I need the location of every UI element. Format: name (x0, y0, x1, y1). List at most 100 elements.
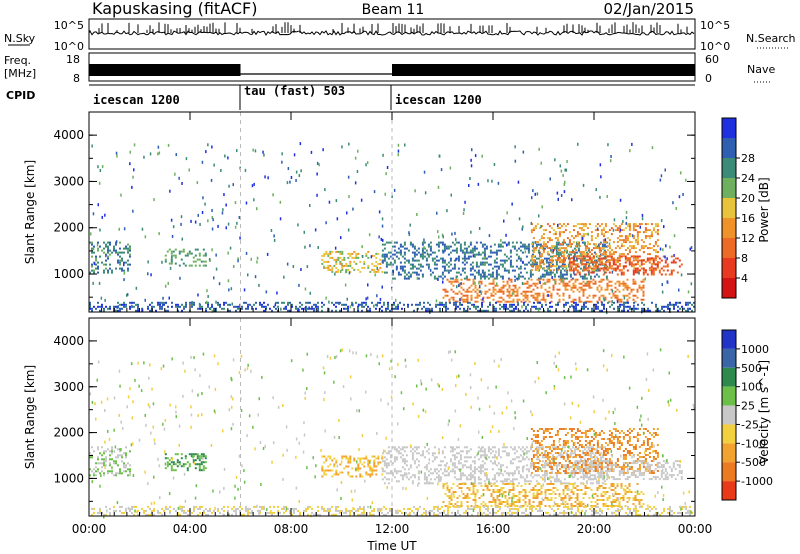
power-scatter-cell (565, 267, 568, 271)
velocity-cell-r2 (339, 471, 342, 474)
power-cell-r0 (123, 247, 125, 250)
velocity-cell-r3 (393, 460, 396, 463)
velocity-cell-r4 (594, 452, 597, 454)
power-cell-r3 (427, 243, 430, 246)
velocity-cell-r4 (550, 458, 553, 460)
power-scatter-cell (374, 273, 376, 277)
power-cell-r6 (512, 300, 515, 303)
power-scatter-cell (357, 149, 359, 153)
power-cell-r4 (626, 235, 629, 238)
power-cell-r4 (648, 247, 651, 250)
velocity-cell-r3 (473, 470, 476, 473)
velocity-cell-r4 (638, 428, 641, 430)
power-cell-r4 (624, 235, 627, 238)
power-cell-r3 (463, 257, 466, 260)
velocity-cell-r3 (383, 450, 386, 453)
power-cell-r5 (664, 261, 667, 264)
power-cell-r0 (107, 255, 109, 258)
velocity-cell-r4 (552, 444, 555, 446)
power-cell-r7 (343, 303, 345, 306)
velocity-cell-r1 (194, 467, 197, 470)
power-cell-r3 (393, 277, 396, 280)
power-cell-r7 (205, 309, 207, 312)
power-cell-r4 (582, 233, 585, 236)
power-cell-r3 (483, 243, 486, 246)
power-scatter-cell (659, 178, 662, 182)
power-cell-r6 (592, 278, 595, 281)
velocity-cell-r3 (505, 452, 508, 455)
power-cell-r7 (573, 301, 575, 304)
power-cell-r3 (457, 255, 460, 258)
power-cell-r5 (568, 263, 571, 266)
power-cell-r3 (571, 277, 574, 280)
power-cell-r5 (664, 273, 667, 276)
power-cell-r2 (327, 254, 330, 257)
velocity-cell-r2 (359, 473, 362, 476)
power-scatter-cell (455, 275, 458, 279)
power-cell-r5 (590, 267, 593, 270)
power-cell-r4 (622, 245, 625, 248)
power-cell-r3 (449, 259, 452, 262)
velocity-cell-r3 (505, 446, 508, 449)
velocity-cell-r4 (574, 438, 577, 440)
power-cell-r6 (560, 280, 563, 283)
power-cell-r1 (192, 256, 195, 259)
power-cell-r4 (568, 231, 571, 234)
velocity-cell-r3 (497, 468, 500, 471)
power-cell-r3 (437, 245, 440, 248)
velocity-cell-r3 (585, 446, 588, 449)
power-cell-r3 (551, 271, 554, 274)
power-scatter-cell (365, 163, 367, 167)
power-cell-r4 (588, 267, 591, 270)
power-cell-r7 (175, 303, 177, 306)
velocity-cell-r3 (457, 468, 460, 471)
velocity-cell-r3 (453, 470, 456, 473)
power-cell-r7 (685, 303, 687, 306)
velocity-cell-r3 (409, 464, 412, 467)
power-scatter-cell (286, 262, 289, 266)
velocity-cell-r3 (395, 448, 398, 451)
power-cell-r4 (550, 239, 553, 242)
power-cell-r4 (580, 251, 583, 254)
power-cell-r6 (532, 282, 535, 285)
velocity-cell-r1 (196, 457, 199, 460)
velocity-cell-r3 (441, 460, 444, 463)
power-cell-r6 (578, 298, 581, 301)
power-cell-r3 (421, 275, 424, 278)
power-cell-r3 (441, 257, 444, 260)
power-cell-r4 (610, 233, 613, 236)
power-cell-r4 (586, 267, 589, 270)
velocity-cell-r4 (622, 466, 625, 468)
velocity-cell-r4 (554, 452, 557, 454)
power-cell-r3 (561, 267, 564, 270)
velocity-cell-r3 (497, 454, 500, 457)
velocity-cell-r4 (646, 444, 649, 446)
velocity-cell-r3 (523, 478, 526, 481)
velocity-cell-r4 (612, 428, 615, 430)
power-cell-r3 (525, 245, 528, 248)
power-cell-r6 (508, 294, 511, 297)
velocity-cell-r4 (552, 456, 555, 458)
power-cell-r7 (459, 303, 461, 306)
power-cell-r7 (575, 303, 577, 306)
velocity-cell-r1 (196, 455, 199, 458)
power-scatter-cell (347, 228, 350, 232)
velocity-cell-r3 (493, 446, 496, 449)
power-cell-r3 (483, 253, 486, 256)
power-cell-r4 (562, 257, 565, 260)
velocity-cell-r4 (618, 448, 621, 450)
velocity-cell-r3 (603, 480, 606, 483)
velocity-cell-r4 (588, 442, 591, 444)
power-cell-r3 (491, 271, 494, 274)
velocity-cell-r3 (551, 446, 554, 449)
power-cell-r6 (622, 288, 625, 291)
power-cell-r3 (409, 275, 412, 278)
velocity-cell-r4 (626, 450, 629, 452)
velocity-cell-r3 (485, 478, 488, 481)
power-cell-r3 (551, 263, 554, 266)
power-cell-r2 (335, 262, 338, 265)
power-cell-r0 (119, 267, 121, 270)
velocity-cell-r3 (415, 448, 418, 451)
power-cell-r7 (331, 309, 333, 312)
